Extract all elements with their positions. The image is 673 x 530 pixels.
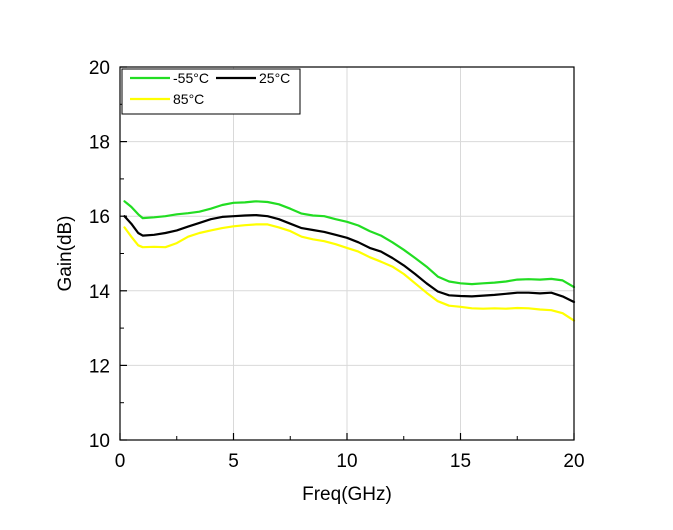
legend-label-25c: 25°C [259,70,290,86]
x-tick-label: 0 [115,451,126,472]
x-tick-label: 20 [563,451,584,472]
x-tick-label: 5 [228,451,239,472]
y-tick-label: 10 [89,431,110,452]
series-line-1 [123,214,576,304]
y-tick-label: 20 [89,58,110,79]
y-tick-label: 14 [89,282,111,303]
series-lines [123,200,576,322]
y-axis-title: Gain(dB) [55,215,76,291]
y-tick-label: 18 [89,133,110,154]
x-tick-label: 10 [336,451,357,472]
y-tick-label: 16 [89,207,110,228]
axis-ticks: 0 5 10 15 20 10 12 14 16 18 20 [89,58,585,472]
series-line-2 [123,223,576,322]
grid [120,67,574,440]
legend-box [121,68,301,115]
x-axis-title: Freq(GHz) [302,484,392,505]
y-tick-label: 12 [89,356,110,377]
legend: -55°C 25°C 85°C [121,68,301,115]
x-tick-label: 15 [450,451,471,472]
legend-label-minus55c: -55°C [173,70,209,86]
series-line-0 [123,200,576,289]
legend-label-85c: 85°C [173,91,204,107]
